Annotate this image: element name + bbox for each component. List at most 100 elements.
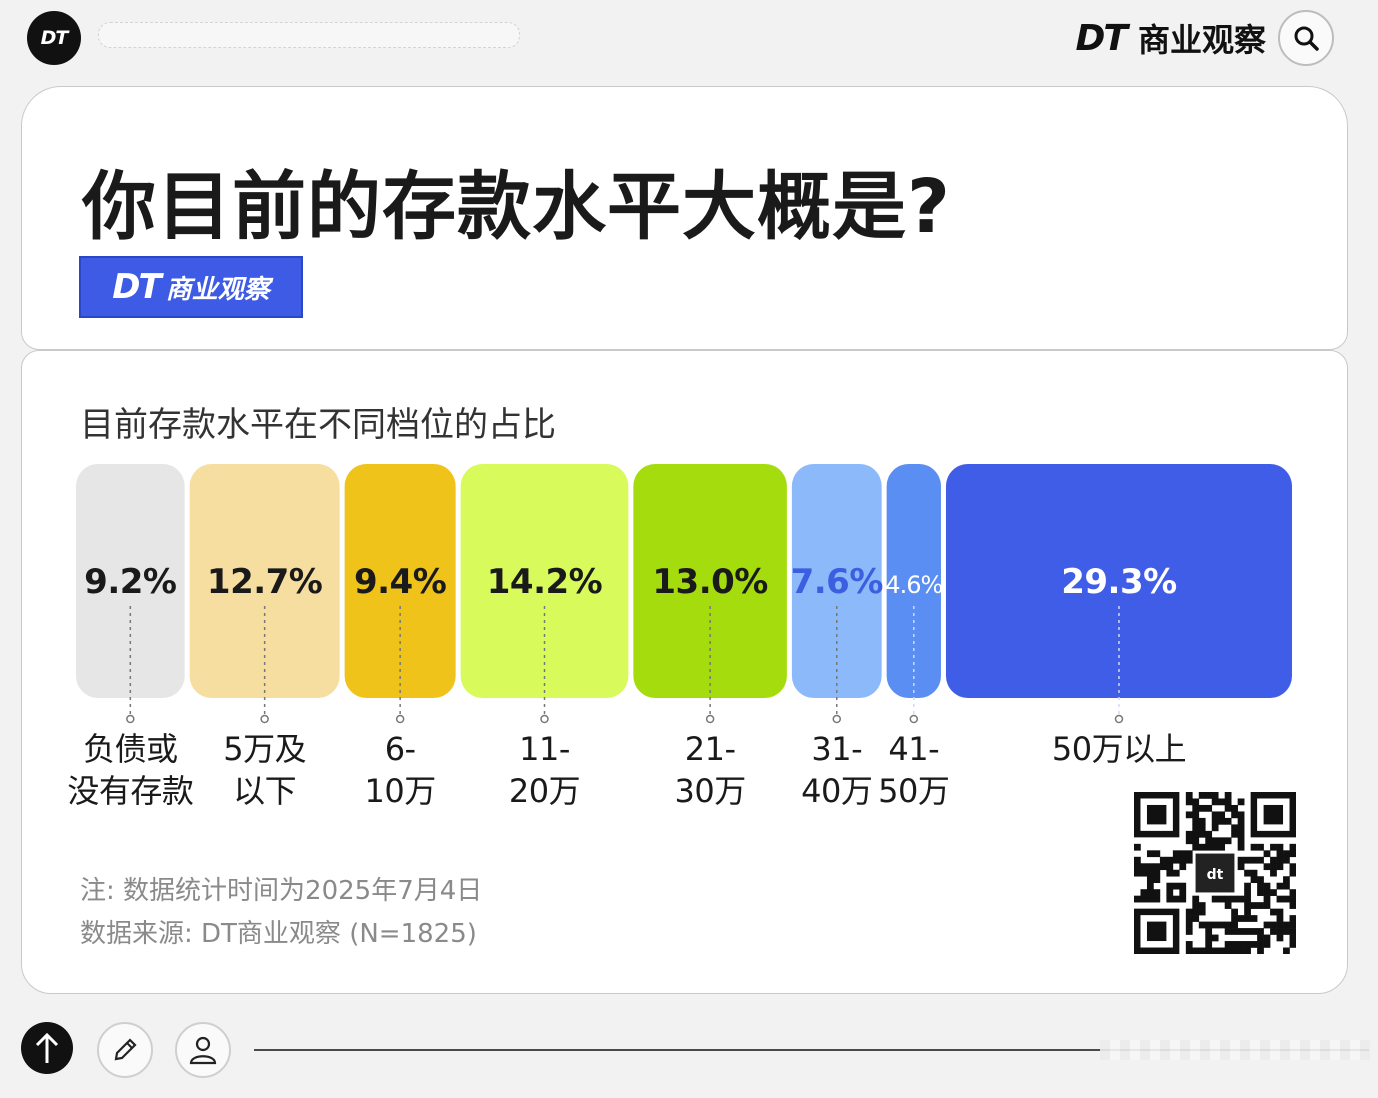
qr-module — [1231, 824, 1238, 832]
edit-button[interactable] — [97, 1022, 153, 1078]
qr-module — [1153, 863, 1161, 871]
profile-button[interactable] — [175, 1022, 231, 1078]
back-to-top-button[interactable] — [21, 1022, 73, 1074]
dt-logo[interactable]: DT — [27, 11, 81, 65]
qr-module — [1211, 934, 1219, 942]
value-label-5: 13.0% — [652, 562, 767, 602]
category-label-6-line-1: 31- — [811, 730, 862, 768]
qr-module — [1185, 921, 1193, 929]
qr-module — [1198, 817, 1206, 825]
qr-module — [1172, 882, 1180, 890]
qr-module — [1192, 895, 1200, 903]
qr-module — [1218, 843, 1226, 851]
qr-module — [1198, 804, 1206, 812]
qr-module — [1224, 804, 1232, 812]
qr-module — [1224, 928, 1232, 935]
qr-module — [1146, 882, 1154, 890]
qr-module — [1244, 882, 1251, 890]
qr-module — [1198, 824, 1206, 832]
qr-module — [1257, 889, 1264, 896]
user-icon — [189, 1036, 217, 1065]
qr-module — [1218, 947, 1226, 954]
value-label-1: 9.2% — [84, 562, 176, 602]
pencil-icon — [114, 1038, 137, 1061]
qr-finder-inner-1 — [1146, 804, 1167, 825]
leader-dot-4 — [540, 714, 549, 724]
qr-module — [1250, 941, 1258, 948]
qr-module — [1224, 921, 1232, 929]
qr-module — [1205, 934, 1213, 942]
bar-6 — [791, 464, 882, 698]
qr-module — [1244, 941, 1251, 948]
qr-module — [1198, 843, 1206, 851]
qr-module — [1231, 895, 1238, 903]
qr-module — [1237, 895, 1245, 903]
qr-module — [1244, 889, 1251, 896]
bar-2 — [189, 464, 340, 698]
qr-module — [1244, 869, 1251, 877]
qr-module — [1205, 804, 1213, 812]
qr-module — [1250, 902, 1258, 909]
badge-cn: 商业观察 — [165, 274, 270, 305]
qr-module — [1159, 863, 1167, 871]
qr-module — [1263, 934, 1271, 942]
qr-module — [1276, 843, 1284, 851]
qr-finder-inner-2 — [1263, 804, 1284, 825]
qr-module — [1146, 889, 1154, 896]
arrow-up-icon — [35, 1032, 59, 1063]
qr-module — [1283, 928, 1290, 935]
qr-module — [1134, 856, 1141, 864]
qr-module — [1153, 889, 1161, 896]
qr-module — [1289, 895, 1296, 903]
progress-line-fade — [1100, 1040, 1370, 1060]
qr-module — [1237, 798, 1245, 806]
qr-module — [1231, 921, 1238, 929]
qr-code[interactable]: dt — [1134, 792, 1296, 954]
qr-module — [1276, 928, 1284, 935]
qr-module — [1153, 895, 1161, 903]
qr-module — [1185, 941, 1193, 948]
qr-module — [1263, 863, 1271, 871]
qr-module — [1289, 850, 1296, 858]
qr-module — [1192, 804, 1200, 812]
qr-module — [1179, 895, 1187, 903]
qr-module — [1140, 863, 1148, 871]
qr-module — [1185, 928, 1193, 935]
qr-module — [1153, 876, 1161, 884]
qr-module — [1250, 928, 1258, 935]
top-search-placeholder[interactable] — [98, 22, 520, 48]
qr-module — [1276, 934, 1284, 942]
qr-module — [1289, 928, 1296, 935]
qr-module — [1218, 837, 1226, 845]
qr-module — [1185, 856, 1193, 864]
leader-dot-7 — [909, 714, 919, 724]
qr-module — [1231, 804, 1238, 812]
qr-module — [1289, 921, 1296, 929]
leader-dot-6 — [832, 714, 842, 724]
qr-module — [1192, 902, 1200, 909]
leader-dot-8 — [1114, 714, 1124, 724]
value-label-7: 4.6% — [885, 571, 942, 599]
qr-module — [1276, 915, 1284, 922]
qr-module — [1231, 830, 1238, 838]
qr-module — [1237, 941, 1245, 948]
qr-module — [1146, 863, 1154, 871]
qr-module — [1231, 947, 1238, 954]
qr-module — [1205, 792, 1213, 799]
category-label-5-line-1: 21- — [685, 730, 736, 768]
category-label-4-line-2: 20万 — [509, 772, 580, 810]
search-button[interactable] — [1278, 10, 1334, 66]
chart-subtitle: 目前存款水平在不同档位的占比 — [80, 405, 556, 445]
qr-module — [1166, 895, 1174, 903]
qr-module — [1205, 830, 1213, 838]
qr-module — [1166, 856, 1174, 864]
qr-module — [1185, 915, 1193, 922]
qr-module — [1211, 817, 1219, 825]
qr-module — [1270, 928, 1277, 935]
qr-module — [1185, 908, 1193, 916]
qr-module — [1244, 947, 1251, 954]
top-bar: DT DT 商业观察 — [0, 0, 1378, 80]
qr-module — [1244, 915, 1251, 922]
qr-module — [1198, 902, 1206, 909]
